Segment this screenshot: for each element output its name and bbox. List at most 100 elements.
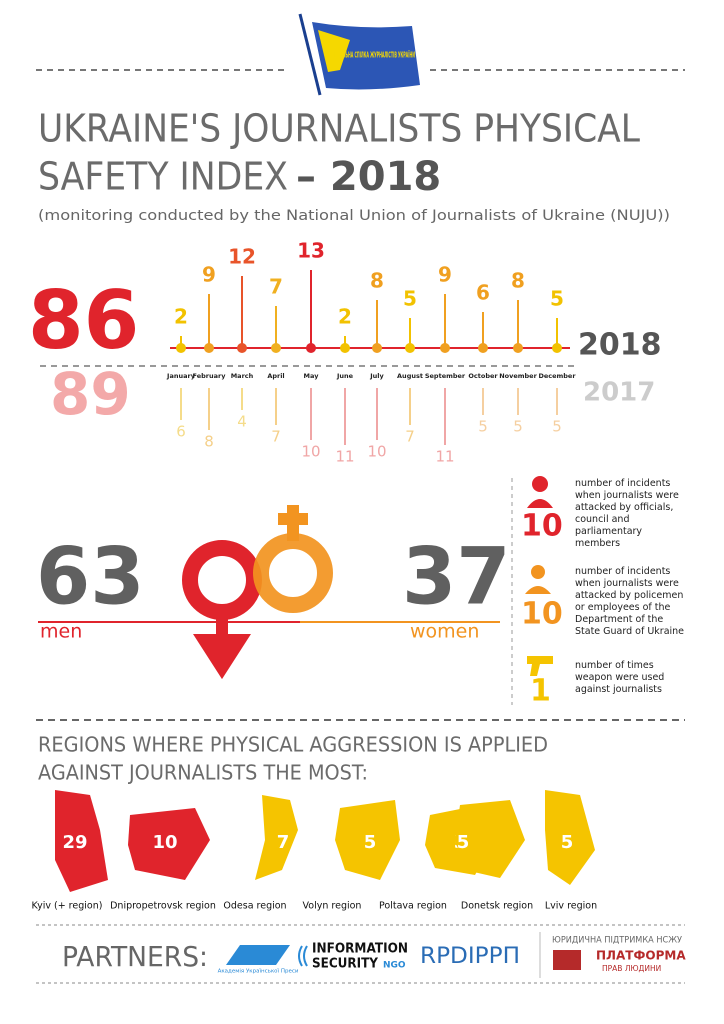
title: UKRAINE'S JOURNALISTS PHYSICAL [38, 107, 640, 151]
dot-2018 [176, 343, 186, 353]
value-2018: 12 [228, 245, 256, 269]
month-label: December [538, 372, 576, 380]
dot-2018 [552, 343, 562, 353]
value-2018: 2 [174, 305, 188, 329]
region-name: Lviv region [545, 901, 597, 912]
male-arrow [193, 612, 251, 680]
icon-police [525, 586, 551, 594]
value-2017: 11 [435, 448, 454, 466]
logo-pole [298, 13, 322, 96]
dot-2018 [440, 343, 450, 353]
logo-pen [318, 30, 350, 72]
value-2018: 6 [476, 281, 490, 305]
fact-text: number of incidents when journalists wer… [575, 478, 679, 549]
region-value: 5 [561, 832, 574, 853]
dot-2018 [204, 343, 214, 353]
partners-label: PARTNERS: [62, 940, 208, 973]
region-value: 29 [62, 832, 87, 853]
month-label: September [425, 372, 466, 380]
region-shape [255, 795, 298, 880]
fact-value: 10 [521, 509, 563, 544]
month-label: October [468, 372, 498, 380]
value-2017: 10 [301, 443, 320, 461]
title-year: – 2018 [296, 154, 441, 200]
value-2017: 4 [237, 413, 247, 431]
month-label: April [267, 372, 284, 380]
value-2018: 13 [297, 239, 325, 263]
region-name: Odesa region [223, 901, 286, 912]
partner-logo: ПРАВ ЛЮДИНИ [602, 964, 661, 973]
logo-aup [226, 945, 290, 965]
icon-gun [527, 656, 553, 676]
value-2017: 7 [271, 428, 281, 446]
male-symbol [182, 540, 262, 620]
partner-logo: RPDIPPП [420, 944, 520, 969]
month-label: August [397, 372, 423, 380]
value-2017: 5 [552, 418, 562, 436]
value-2017: 5 [478, 418, 488, 436]
fact-value: 1 [530, 674, 551, 709]
month-label: March [231, 372, 254, 380]
region-value: 5 [457, 832, 470, 853]
men-label: men [40, 621, 82, 643]
region-shape [455, 800, 525, 878]
value-2018: 5 [550, 287, 564, 311]
month-label: January [166, 372, 196, 380]
value-2017: 10 [367, 443, 386, 461]
total-2018: 86 [28, 274, 139, 367]
partner-logo: NGO [383, 961, 406, 971]
value-2018: 9 [438, 263, 452, 287]
partner-logo: ЮРИДИЧНА ПІДТРИМКА НСЖУ [552, 936, 682, 946]
value-2018: 8 [511, 269, 525, 293]
region-shape [335, 800, 400, 880]
total-2017: 89 [50, 360, 131, 428]
region-shape [55, 790, 108, 892]
regions-title: AGAINST JOURNALISTS THE MOST: [38, 761, 368, 785]
female-symbol [253, 533, 333, 613]
value-2018: 2 [338, 305, 352, 329]
fact-value: 10 [521, 597, 563, 632]
icon-official [532, 476, 548, 492]
title: SAFETY INDEX [38, 155, 288, 199]
icon-official [527, 499, 553, 508]
partner-logo: Академія Української Преси [218, 969, 299, 975]
dot-2018 [237, 343, 247, 353]
partner-logo: ПЛАТФОРМА [596, 949, 686, 963]
dot-2018 [340, 343, 350, 353]
dot-2018 [271, 343, 281, 353]
female-cross [278, 505, 308, 541]
logo-platform [553, 950, 581, 970]
value-2017: 7 [405, 428, 415, 446]
value-2017: 8 [204, 433, 214, 451]
dot-2018 [513, 343, 523, 353]
month-label: July [369, 372, 384, 380]
regions: 29 Kyiv (+ region) 10 Dnipropetrovsk region… [32, 790, 597, 912]
region-name: Kyiv (+ region) [32, 901, 103, 912]
region-shape [545, 790, 595, 885]
region-value: 5 [364, 832, 377, 853]
month-label: November [499, 372, 537, 380]
month-label: June [336, 372, 354, 380]
value-2018: 9 [202, 263, 216, 287]
region-name: Dnipropetrovsk region [110, 901, 216, 912]
logo-mark [298, 945, 308, 967]
month-label: February [193, 372, 227, 380]
women-value: 37 [402, 532, 511, 622]
value-2018: 5 [403, 287, 417, 311]
region-value: 10 [152, 832, 177, 853]
value-2017: 5 [513, 418, 523, 436]
fact-text: number of incidents when journalists wer… [575, 566, 685, 637]
women-label: women [410, 621, 479, 643]
region-name: Volyn region [303, 901, 362, 912]
value-2018: 7 [269, 275, 283, 299]
year-label: 2018 [578, 328, 662, 363]
year-label: 2017 [583, 378, 655, 408]
men-value: 63 [36, 532, 145, 622]
region-name: Poltava region [379, 901, 447, 912]
value-2017: 6 [176, 423, 186, 441]
region-value: 7 [277, 832, 290, 853]
regions-title: REGIONS WHERE PHYSICAL AGGRESSION IS APP… [38, 733, 548, 757]
